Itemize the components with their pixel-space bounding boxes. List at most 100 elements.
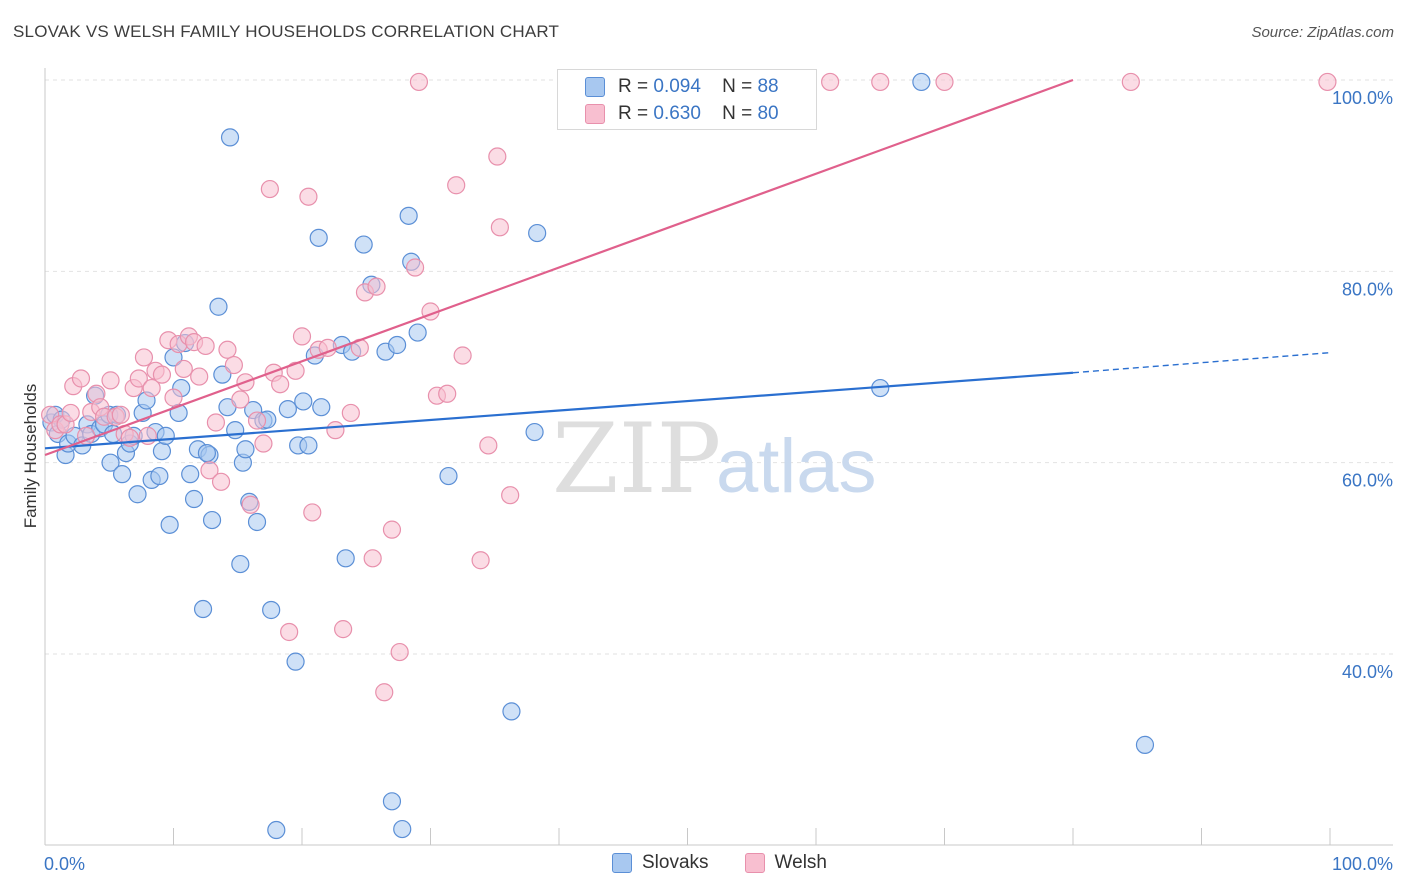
welsh-point — [224, 355, 243, 375]
welsh-point — [101, 371, 120, 390]
watermark-zip: ZIP — [552, 403, 721, 515]
y-axis-label: Family Households — [21, 384, 40, 529]
welsh-point — [438, 384, 457, 403]
slovaks-point — [156, 426, 175, 445]
welsh-point — [453, 346, 472, 365]
welsh-point — [164, 388, 183, 407]
stats-row-slovaks: R = 0.094 N = 88 — [585, 74, 779, 100]
slovaks-point — [502, 702, 521, 721]
slovaks-point — [1135, 735, 1155, 754]
welsh-point — [231, 390, 250, 409]
legend-item-welsh[interactable]: Welsh — [744, 852, 827, 874]
legend-label-slovaks: Slovaks — [642, 852, 709, 873]
welsh-point — [821, 72, 840, 92]
welsh-point — [111, 405, 130, 424]
welsh-point — [363, 549, 382, 568]
welsh-point — [129, 369, 148, 388]
y-tick-label-60: 60.0% — [1342, 471, 1393, 491]
slovaks-r-value: 0.094 — [653, 76, 701, 97]
legend-item-slovaks[interactable]: Slovaks — [612, 852, 709, 874]
slovaks-point — [262, 600, 281, 620]
welsh-point — [405, 258, 425, 277]
slovaks-point — [382, 792, 402, 811]
source-label: Source: ZipAtlas.com — [1251, 24, 1394, 41]
welsh-point — [280, 622, 299, 642]
welsh-point — [382, 520, 402, 539]
x-tick-label-max: 100.0% — [1332, 854, 1393, 874]
welsh-swatch — [585, 104, 605, 124]
welsh-point — [935, 72, 954, 92]
slovaks-point — [399, 206, 418, 225]
y-tick-label-80: 80.0% — [1342, 279, 1393, 299]
trend-layer — [44, 78, 1331, 457]
welsh-trend-line — [44, 78, 1074, 457]
slovaks-point — [286, 652, 305, 671]
welsh-n-label: N = — [722, 103, 753, 124]
welsh-point — [471, 551, 490, 570]
slovaks-point — [299, 436, 318, 455]
y-tick-label-40: 40.0% — [1342, 662, 1393, 682]
welsh-point — [218, 340, 237, 359]
slovaks-point — [128, 485, 147, 504]
welsh-point — [241, 495, 260, 514]
welsh-point — [390, 642, 409, 662]
slovaks-point — [278, 399, 297, 419]
slovaks-trend-line — [44, 371, 1074, 450]
welsh-point — [211, 472, 231, 491]
watermark-atlas: atlas — [716, 424, 877, 509]
welsh-point — [1318, 72, 1337, 92]
slovaks-point — [393, 819, 412, 839]
welsh-point — [260, 179, 279, 199]
slovaks-point — [236, 440, 255, 459]
slovaks-point — [150, 466, 169, 486]
welsh-point — [409, 72, 429, 92]
series-welsh — [41, 72, 1337, 702]
slovaks-point — [336, 549, 355, 568]
watermark: ZIP atlas — [552, 403, 877, 515]
slovaks-point — [226, 421, 245, 440]
slovaks-point — [309, 228, 328, 247]
welsh-point — [134, 348, 154, 367]
slovaks-n-value: 88 — [757, 76, 779, 97]
welsh-point — [1121, 72, 1140, 92]
welsh-point — [174, 359, 193, 379]
welsh-point — [479, 436, 498, 455]
welsh-point — [490, 218, 509, 237]
slovaks-point — [912, 72, 931, 92]
slovaks-swatch — [585, 77, 605, 97]
slovaks-point — [312, 398, 331, 417]
stats-row-welsh: R = 0.630 N = 80 — [585, 101, 779, 127]
welsh-point — [271, 375, 290, 394]
legend-swatch-welsh — [744, 853, 765, 873]
welsh-point — [367, 277, 386, 296]
slovaks-point — [160, 515, 179, 534]
slovaks-r-label: R = — [618, 76, 649, 97]
slovaks-point — [209, 297, 228, 316]
welsh-point — [196, 336, 215, 356]
welsh-point — [303, 503, 322, 522]
welsh-r-value: 0.630 — [653, 103, 701, 124]
legend-swatch-slovaks — [612, 853, 632, 873]
slovaks-point — [184, 489, 204, 509]
welsh-point — [871, 72, 890, 92]
welsh-point — [375, 683, 394, 702]
welsh-point — [206, 413, 226, 432]
welsh-point — [341, 403, 360, 423]
slovaks-point — [408, 323, 427, 342]
chart-title: SLOVAK VS WELSH FAMILY HOUSEHOLDS CORREL… — [13, 22, 560, 41]
slovaks-point — [231, 554, 250, 574]
x-tick-label-min: 0.0% — [44, 854, 85, 874]
welsh-point — [71, 369, 91, 388]
slovaks-point — [525, 422, 544, 442]
slovaks-point — [247, 512, 267, 532]
welsh-point — [326, 421, 345, 440]
grid-layer — [45, 79, 1393, 655]
welsh-point — [299, 187, 318, 206]
slovaks-point — [202, 510, 222, 530]
slovaks-n-label: N = — [722, 76, 753, 97]
legend-label-welsh: Welsh — [774, 852, 827, 873]
welsh-point — [120, 428, 139, 447]
welsh-point — [292, 327, 312, 346]
slovaks-point — [101, 453, 120, 472]
